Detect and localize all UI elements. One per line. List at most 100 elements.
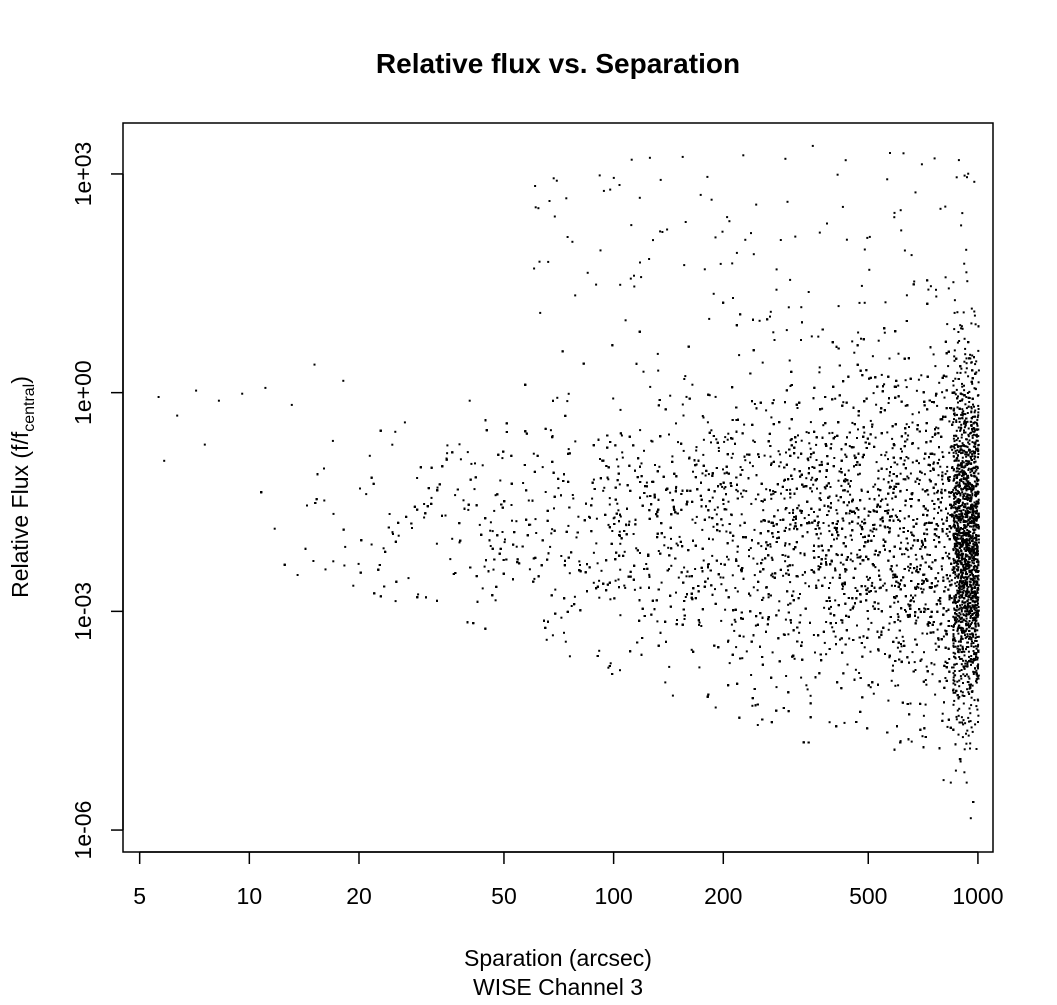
data-point bbox=[953, 328, 956, 331]
data-point bbox=[917, 586, 920, 589]
data-point bbox=[690, 648, 693, 651]
data-point bbox=[715, 438, 718, 441]
data-point bbox=[489, 529, 492, 532]
data-point bbox=[649, 385, 652, 388]
data-point bbox=[568, 572, 571, 575]
data-point bbox=[753, 528, 756, 531]
data-point bbox=[727, 500, 730, 503]
data-point bbox=[918, 482, 920, 485]
data-point bbox=[952, 532, 955, 535]
data-point bbox=[950, 527, 953, 530]
data-point bbox=[791, 564, 794, 567]
data-point bbox=[752, 586, 755, 589]
data-point bbox=[721, 485, 724, 488]
data-point bbox=[821, 407, 824, 410]
data-point bbox=[736, 550, 739, 553]
data-point bbox=[849, 608, 852, 611]
data-point bbox=[972, 642, 975, 644]
data-point bbox=[936, 404, 939, 407]
data-point bbox=[817, 579, 820, 582]
data-point bbox=[935, 534, 938, 537]
data-point bbox=[770, 464, 772, 466]
data-point bbox=[799, 614, 802, 617]
data-point bbox=[692, 470, 694, 473]
data-point bbox=[864, 585, 867, 588]
data-point bbox=[607, 523, 610, 526]
data-point bbox=[710, 441, 712, 444]
data-point bbox=[365, 493, 368, 496]
data-point bbox=[922, 714, 925, 717]
data-point bbox=[769, 545, 772, 548]
data-point bbox=[828, 587, 830, 589]
data-point bbox=[789, 581, 792, 584]
data-point bbox=[853, 351, 856, 354]
data-point bbox=[676, 619, 678, 621]
data-point bbox=[541, 466, 544, 469]
data-point bbox=[920, 374, 923, 377]
data-point bbox=[811, 490, 813, 493]
data-point bbox=[963, 419, 966, 422]
data-point bbox=[489, 545, 492, 547]
data-point bbox=[735, 419, 738, 421]
data-point bbox=[943, 396, 946, 399]
data-point bbox=[925, 683, 928, 686]
data-point bbox=[838, 470, 841, 473]
data-point bbox=[694, 521, 697, 524]
data-point bbox=[435, 542, 438, 545]
data-point bbox=[906, 475, 909, 478]
data-point bbox=[785, 675, 788, 677]
data-point bbox=[784, 544, 786, 547]
data-point bbox=[897, 618, 900, 621]
data-point bbox=[834, 567, 837, 570]
data-point bbox=[670, 537, 672, 540]
data-point bbox=[481, 464, 484, 467]
data-point bbox=[808, 585, 810, 588]
data-point bbox=[942, 576, 945, 579]
data-point bbox=[931, 673, 934, 676]
data-point bbox=[704, 474, 707, 477]
data-point bbox=[946, 725, 949, 728]
data-point bbox=[882, 478, 885, 481]
data-point bbox=[900, 645, 903, 648]
data-point bbox=[619, 614, 622, 617]
data-point bbox=[473, 488, 476, 491]
data-point bbox=[875, 528, 878, 531]
data-point bbox=[682, 414, 685, 417]
data-point bbox=[833, 457, 836, 459]
data-point bbox=[913, 661, 916, 664]
data-point bbox=[823, 486, 826, 489]
data-point bbox=[920, 658, 923, 661]
data-point bbox=[574, 440, 577, 443]
data-point bbox=[754, 624, 757, 627]
data-point bbox=[762, 596, 765, 599]
data-point bbox=[710, 429, 713, 432]
data-point bbox=[947, 365, 950, 368]
data-point bbox=[724, 486, 727, 488]
data-point bbox=[567, 448, 570, 451]
data-point bbox=[839, 638, 841, 641]
data-point bbox=[791, 478, 794, 480]
data-point bbox=[970, 322, 973, 325]
data-point bbox=[836, 554, 839, 557]
data-point bbox=[740, 492, 742, 495]
data-point bbox=[733, 629, 736, 632]
data-point bbox=[623, 584, 626, 587]
data-point bbox=[678, 535, 681, 538]
data-point bbox=[917, 447, 920, 450]
data-point bbox=[806, 688, 809, 691]
data-point bbox=[417, 593, 420, 596]
data-point bbox=[817, 335, 820, 338]
data-point bbox=[800, 339, 802, 341]
data-point bbox=[786, 565, 789, 568]
data-point bbox=[965, 673, 968, 676]
data-point bbox=[827, 510, 830, 513]
data-point bbox=[750, 502, 753, 505]
data-point bbox=[711, 554, 714, 557]
data-point bbox=[895, 636, 898, 639]
data-point bbox=[934, 365, 937, 368]
data-point bbox=[894, 684, 897, 687]
data-point bbox=[783, 497, 786, 500]
data-point bbox=[836, 512, 839, 515]
data-point bbox=[948, 530, 951, 533]
